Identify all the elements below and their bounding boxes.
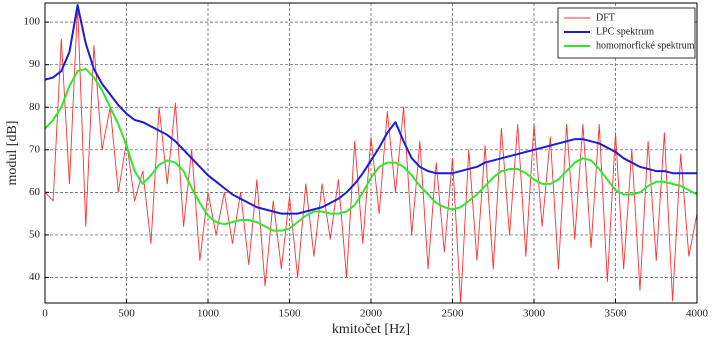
y-tick-label: 70 xyxy=(29,143,41,155)
y-tick-label: 100 xyxy=(24,16,41,28)
x-tick-label: 3000 xyxy=(523,308,546,320)
x-tick-label: 0 xyxy=(42,308,48,320)
x-tick-label: 1000 xyxy=(197,308,220,320)
y-tick-label: 40 xyxy=(29,271,41,283)
series-line xyxy=(45,4,697,303)
x-axis-label: kmitočet [Hz] xyxy=(332,322,410,337)
legend-label: homomorfické spektrum xyxy=(596,40,695,51)
x-tick-label: 3500 xyxy=(605,308,628,320)
series-line xyxy=(45,4,697,215)
y-tick-label: 80 xyxy=(29,101,41,113)
y-axis-label: modul [dB] xyxy=(5,121,20,186)
y-tick-label: 90 xyxy=(29,58,41,70)
x-tick-label: 500 xyxy=(118,308,135,320)
legend-label: DFT xyxy=(596,12,615,23)
y-tick-label: 50 xyxy=(29,228,41,240)
y-tick-label: 60 xyxy=(29,186,41,198)
x-tick-label: 2000 xyxy=(360,308,383,320)
x-tick-label: 1500 xyxy=(279,308,302,320)
plot-frame xyxy=(44,2,698,304)
series-line xyxy=(45,67,697,232)
legend-label: LPC spektrum xyxy=(596,26,654,37)
legend-box xyxy=(557,7,696,59)
x-tick-label: 4000 xyxy=(686,308,709,320)
x-tick-label: 2500 xyxy=(442,308,465,320)
